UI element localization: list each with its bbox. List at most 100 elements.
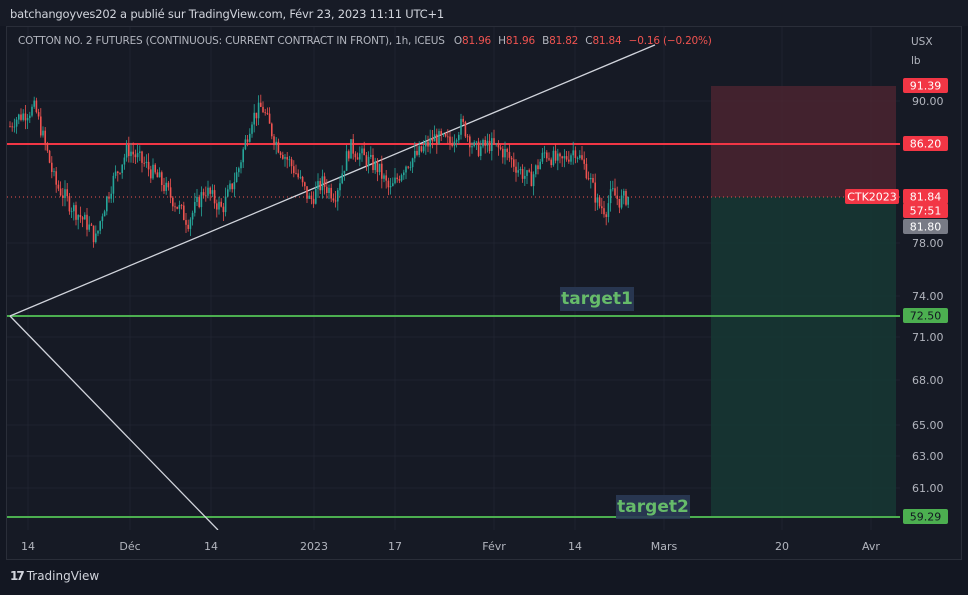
candle-body [66, 189, 68, 197]
candle-body [383, 175, 385, 179]
x-tick-label-8: 20 [775, 540, 789, 553]
candle-body [623, 191, 625, 196]
candle-body [475, 141, 478, 143]
candle-body [407, 166, 409, 168]
candle-body [486, 140, 489, 146]
candle-body [464, 121, 467, 137]
annotation-target2-box[interactable] [616, 495, 690, 519]
candle-body [306, 186, 308, 199]
candle-body [403, 172, 405, 176]
candle-body [31, 106, 33, 116]
candle-body [189, 219, 192, 229]
level-badge-1-bg [903, 308, 948, 323]
candle-body [26, 117, 29, 121]
take-profit-zone[interactable] [711, 197, 896, 517]
candle-body [97, 230, 99, 234]
candle-body [367, 156, 370, 166]
candle-body [548, 158, 550, 160]
candle-body [398, 179, 401, 181]
trendline-1[interactable] [9, 315, 219, 530]
candle-body [183, 205, 185, 221]
candle-body [372, 154, 374, 171]
open-value: 81.96 [461, 35, 492, 47]
low-label: B [542, 35, 550, 47]
candle-body [323, 176, 326, 187]
candle-body [231, 183, 233, 190]
candle-body [460, 118, 462, 135]
candle-body [141, 151, 143, 163]
stop-loss-zone[interactable] [711, 86, 896, 197]
annotation-target1-box[interactable] [560, 287, 634, 311]
candle-body [277, 141, 280, 153]
candle-body [616, 195, 618, 199]
candle-body [462, 118, 464, 122]
candle-body [123, 157, 126, 165]
candle-body [482, 139, 484, 147]
candle-body [526, 170, 528, 176]
candle-body [308, 195, 310, 199]
publish-info-text: batchangoyves202 a publié sur TradingVie… [10, 7, 445, 21]
symbol-title: COTTON NO. 2 FUTURES (CONTINUOUS: CURREN… [18, 35, 445, 47]
candle-body [40, 116, 42, 136]
candle-body [161, 172, 163, 186]
candle-body [473, 142, 475, 147]
candle-body [112, 175, 115, 194]
y-tick-label-2: 74.00 [912, 290, 944, 303]
candle-body [601, 206, 603, 209]
candle-body [348, 151, 350, 159]
candle-body [198, 196, 200, 208]
candle-body [240, 162, 242, 169]
candle-body [392, 183, 394, 187]
candle-body [389, 186, 392, 188]
candle-body [88, 224, 90, 230]
low-value: 81.82 [549, 35, 579, 47]
candle-body [607, 203, 610, 217]
candle-body [90, 224, 93, 226]
candle-body [150, 169, 152, 179]
candle-body [361, 148, 363, 154]
candle-body [337, 190, 339, 202]
candle-body [345, 151, 348, 171]
candle-body [95, 233, 97, 243]
candle-body [279, 152, 282, 155]
candle-body [317, 181, 319, 189]
candle-body [224, 196, 227, 213]
candle-body [429, 137, 431, 147]
candle-body [554, 150, 557, 161]
tradingview-logo[interactable]: 17 TradingView [10, 569, 99, 583]
candle-body [471, 146, 473, 148]
candle-body [493, 138, 495, 144]
candle-body [341, 173, 343, 184]
x-tick-label-4: 17 [388, 540, 402, 553]
candle-body [484, 139, 486, 146]
candle-body [546, 152, 548, 159]
candle-body [136, 152, 139, 158]
candle-body [220, 201, 222, 207]
candle-body [244, 139, 247, 150]
candle-body [576, 157, 579, 159]
candle-body [18, 114, 20, 120]
footer-bar [0, 560, 968, 595]
candle-body [156, 172, 159, 178]
candle-body [416, 150, 418, 155]
candle-body [79, 215, 82, 218]
candle-body [266, 112, 269, 114]
candle-body [352, 139, 354, 154]
candle-body [596, 197, 599, 203]
candle-body [519, 169, 522, 171]
candle-body [444, 133, 447, 137]
candle-body [178, 205, 181, 209]
symbol-legend: COTTON NO. 2 FUTURES (CONTINUOUS: CURREN… [18, 35, 712, 47]
candle-body [286, 157, 288, 160]
candle-body [411, 158, 414, 168]
candle-body [433, 134, 436, 142]
candle-body [200, 192, 203, 208]
candle-body [350, 139, 352, 159]
high-value: 81.96 [505, 35, 535, 47]
candle-body [495, 143, 497, 145]
stop-price-badge: 91.39 [910, 80, 942, 93]
candle-body [275, 141, 277, 146]
trendline-0[interactable] [9, 44, 656, 317]
candle-body [227, 189, 229, 197]
